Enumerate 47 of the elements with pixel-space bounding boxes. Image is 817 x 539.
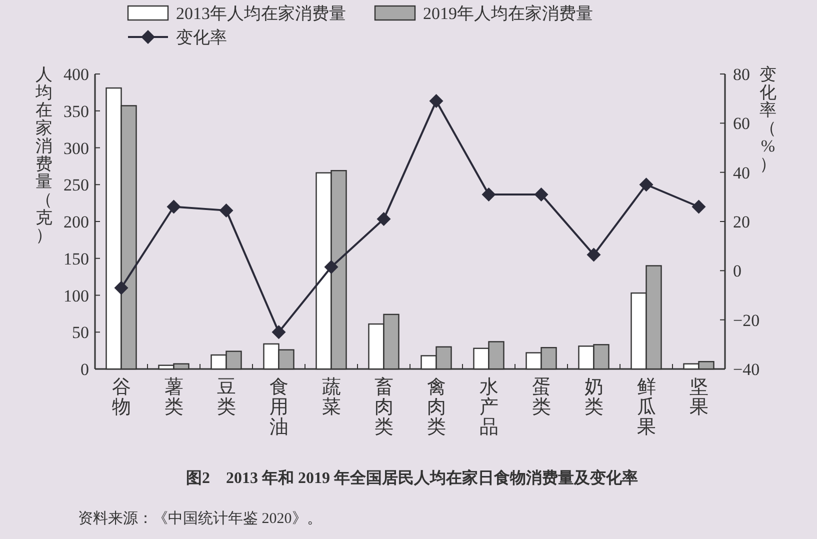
y2-tick-label: −20 [733,310,760,330]
legend-label: 2019年人均在家消费量 [423,4,593,23]
point [586,248,601,262]
x-tick-label: 蛋类 [532,377,551,418]
y2-axis-title: 变化率（%） [760,65,776,174]
x-tick-label: 水产品 [479,377,498,438]
text: 人均在家消费量（克） [36,65,52,245]
text: 资料来源：《中国统计年鉴 2020》。 [78,510,322,527]
point [114,280,128,295]
y-tick-label: 100 [64,286,89,306]
legend-label: 变化率 [176,28,227,47]
y-tick-label: 0 [80,360,89,379]
y-tick-label: 350 [64,102,89,121]
y2-tick-label: −40 [733,360,760,379]
y2-tick-label: 20 [733,212,750,232]
y-tick-label: 250 [64,176,89,195]
x-tick-label: 薯类 [164,377,184,418]
y-tick-label: 300 [64,138,89,158]
y-tick-label: 400 [64,65,89,84]
x-tick-label: 畜肉类 [374,376,394,438]
point [482,187,496,202]
point [166,200,181,214]
point [429,94,444,108]
x-tick-label: 禽肉类 [426,377,446,438]
x-tick-label: 蔬菜 [322,377,341,418]
point [639,178,654,192]
y2-tick-label: 0 [733,262,742,281]
x-tick-label: 豆类 [216,377,236,418]
x-tick-label: 食用油 [269,377,288,438]
point [272,325,286,340]
point [692,200,706,214]
point [324,260,338,274]
text: 图2 2013 年和 2019 年全国居民人均在家日食物消费量及变化率 [186,468,638,487]
x-tick-label: 鲜瓜果 [636,377,656,438]
x-tick-label: 坚果 [689,377,708,418]
point [534,187,548,202]
legend-label: 2013年人均在家消费量 [176,4,346,23]
y-tick-label: 200 [64,212,89,232]
y-tick-label: 150 [64,249,89,268]
y2-tick-label: 60 [733,114,750,134]
point [219,203,234,218]
y-tick-label: 50 [72,323,89,342]
y2-tick-label: 80 [733,65,750,84]
x-tick-label: 奶类 [584,377,604,418]
point [376,212,391,226]
y2-tick-label: 40 [733,163,750,182]
x-tick-label: 谷物 [112,377,131,418]
